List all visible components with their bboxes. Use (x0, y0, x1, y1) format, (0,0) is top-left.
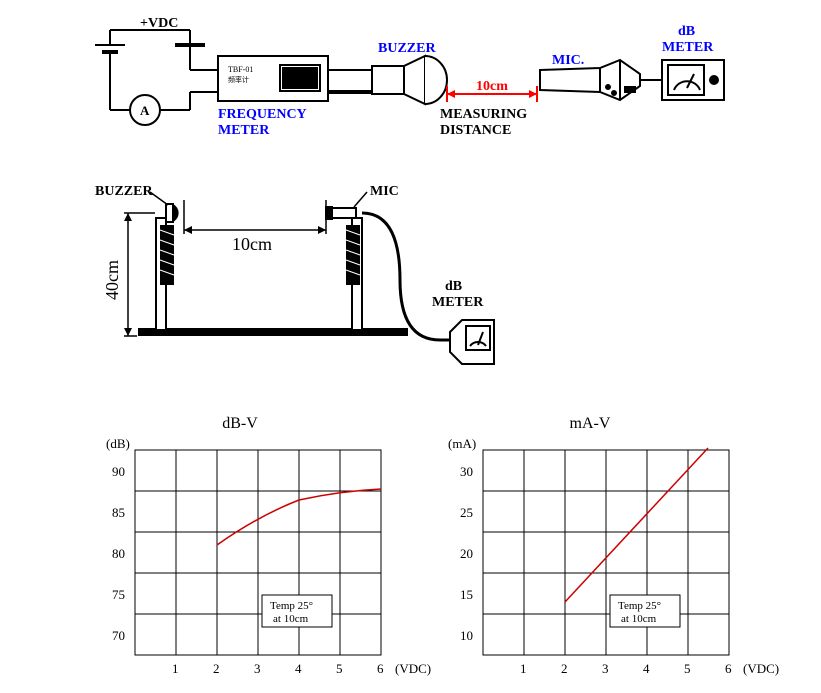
mid-db-meter-symbol (450, 320, 494, 364)
vdc-label: +VDC (140, 16, 178, 31)
freq-meter-label-2: METER (218, 123, 270, 138)
mic-label: MIC. (552, 53, 584, 68)
mid-db-label-2: METER (432, 295, 484, 310)
freq-meter-model: TBF-01 (228, 65, 253, 74)
db-xtick-6: 6 (377, 661, 384, 676)
ma-ytick-20: 20 (460, 546, 473, 561)
distance-value: 10cm (476, 79, 508, 94)
mid-height: 40cm (102, 260, 122, 300)
mic-stand (346, 218, 362, 330)
mic-cable (362, 213, 450, 340)
base-plate (138, 328, 408, 336)
freq-meter-sub: 频率计 (228, 75, 249, 84)
ma-curve (565, 448, 708, 602)
mid-db-label-1: dB (445, 279, 462, 294)
db-ytick-75: 75 (112, 587, 125, 602)
ma-ytick-25: 25 (460, 505, 473, 520)
freq-meter-label-1: FREQUENCY (218, 107, 307, 122)
db-xtick-5: 5 (336, 661, 343, 676)
db-ytick-90: 90 (112, 464, 125, 479)
db-ytick-80: 80 (112, 546, 125, 561)
chart-ma-grid (483, 450, 729, 655)
db-meter-label-1: dB (678, 24, 695, 39)
db-note-2: at 10cm (273, 613, 309, 625)
mid-buzzer-label: BUZZER (95, 184, 153, 199)
chart-ma-title: mA-V (570, 415, 611, 432)
mic-head (326, 207, 356, 219)
top-circuit-diagram: +VDC A TBF-01 频率计 FREQUENCY METER (95, 16, 724, 138)
chart-db-ylabel: (dB) (106, 436, 130, 451)
horizontal-distance-marker (184, 200, 326, 234)
mid-mic-label: MIC (370, 184, 399, 199)
db-meter-symbol (662, 60, 724, 100)
full-figure: +VDC A TBF-01 频率计 FREQUENCY METER (0, 0, 821, 693)
ammeter-label: A (140, 103, 150, 118)
chart-ma-ylabel: (mA) (448, 436, 476, 451)
db-xtick-4: 4 (295, 661, 302, 676)
ma-xtick-1: 1 (520, 661, 527, 676)
ma-note-2: at 10cm (621, 613, 657, 625)
ma-xtick-2: 2 (561, 661, 568, 676)
db-xtick-2: 2 (213, 661, 220, 676)
chart-db-v: dB-V (dB) 90 85 80 75 70 1 2 3 4 5 6 (VD… (106, 415, 431, 676)
vertical-distance-marker (124, 213, 155, 336)
ma-xtick-4: 4 (643, 661, 650, 676)
chart-db-title: dB-V (222, 415, 258, 432)
ma-xtick-3: 3 (602, 661, 609, 676)
mid-setup-diagram: BUZZER MIC 10cm (95, 184, 494, 364)
distance-label-1: MEASURING (440, 107, 527, 122)
ma-note-1: Temp 25° (618, 600, 661, 612)
ma-ytick-15: 15 (460, 587, 473, 602)
buzzer-head (166, 204, 179, 222)
db-ytick-70: 70 (112, 628, 125, 643)
db-ytick-85: 85 (112, 505, 125, 520)
db-xtick-3: 3 (254, 661, 261, 676)
chart-ma-v: mA-V (mA) 30 25 20 15 10 1 2 3 4 5 6 (VD… (448, 415, 779, 676)
buzzer-stand (156, 218, 174, 330)
ammeter-symbol (110, 92, 190, 125)
chart-db-xlabel: (VDC) (395, 661, 431, 676)
ma-ytick-30: 30 (460, 464, 473, 479)
ma-ytick-10: 10 (460, 628, 473, 643)
chart-db-grid (135, 450, 381, 655)
distance-label-2: DISTANCE (440, 123, 511, 138)
buzzer-label: BUZZER (378, 41, 436, 56)
ma-xtick-5: 5 (684, 661, 691, 676)
mid-distance: 10cm (232, 234, 272, 254)
ma-xtick-6: 6 (725, 661, 732, 676)
db-meter-label-2: METER (662, 40, 714, 55)
chart-ma-xlabel: (VDC) (743, 661, 779, 676)
db-xtick-1: 1 (172, 661, 179, 676)
buzzer-symbol (372, 56, 447, 104)
db-note-1: Temp 25° (270, 600, 313, 612)
